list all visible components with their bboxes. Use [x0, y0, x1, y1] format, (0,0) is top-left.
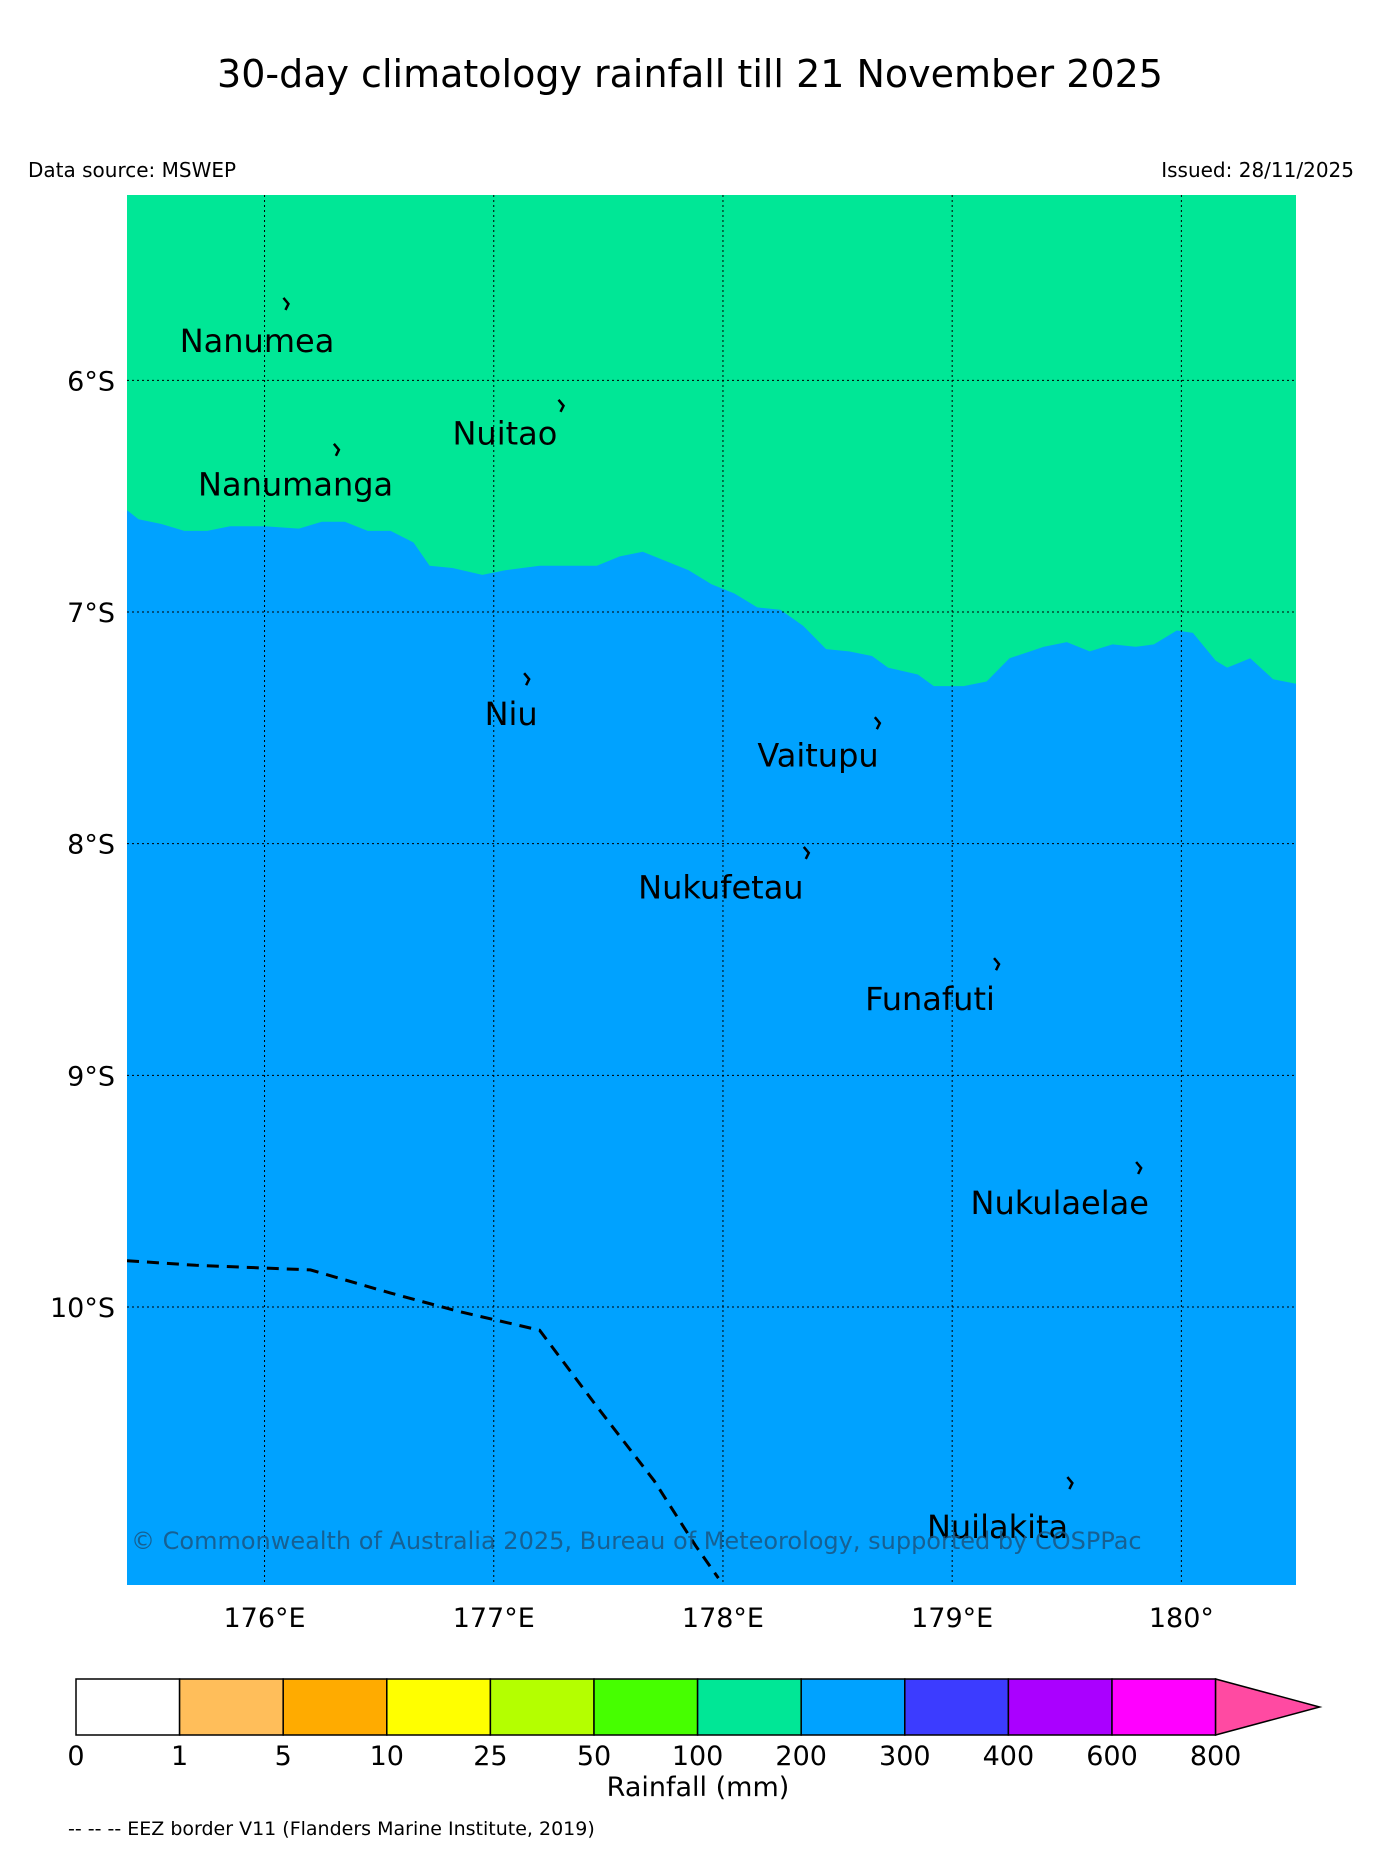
- colorbar-tick-label: 800: [1190, 1741, 1242, 1772]
- latitude-tick-label: 8°S: [67, 830, 115, 861]
- map-title: 30-day climatology rainfall till 21 Nove…: [217, 52, 1163, 96]
- colorbar-title: Rainfall (mm): [607, 1772, 790, 1803]
- colorbar-segment: [800, 1678, 906, 1736]
- colorbar-segment: [489, 1678, 595, 1736]
- colorbar-tick-labels: 0 1 5 10 25 50 100 200 300 400 600 800: [67, 1741, 1241, 1772]
- island-label: Nuilakita: [927, 1508, 1068, 1546]
- longitude-tick-label: 179°E: [911, 1603, 993, 1634]
- colorbar-segment: [386, 1678, 492, 1736]
- colorbar-tick-label: 300: [879, 1741, 931, 1772]
- island-shape: [523, 672, 531, 686]
- colorbar-segment: [696, 1678, 802, 1736]
- island-label: Nanumanga: [198, 466, 393, 504]
- longitude-tick-label: 177°E: [453, 1603, 535, 1634]
- island-label: Nuitao: [452, 415, 557, 453]
- island-shape: [1135, 1161, 1143, 1175]
- colorbar-tick-label: 25: [473, 1741, 507, 1772]
- issued-date-label: Issued: 28/11/2025: [1161, 158, 1354, 182]
- colorbar-tick-label: 0: [67, 1741, 84, 1772]
- latitude-tick-label: 9°S: [67, 1061, 115, 1092]
- island-label: Funafuti: [865, 980, 995, 1018]
- graticule: [127, 195, 1296, 1585]
- colorbar-tick-label: 10: [370, 1741, 404, 1772]
- colorbar-segment: [904, 1678, 1010, 1736]
- eez-border-line: [127, 1259, 720, 1579]
- colorbar-segment: [178, 1678, 284, 1736]
- island-label: Vaitupu: [757, 737, 878, 775]
- island-shape: [1066, 1476, 1074, 1490]
- longitude-tick-labels: 176°E 177°E 178°E 179°E 180°: [223, 1603, 1213, 1634]
- colorbar-segment: [282, 1678, 388, 1736]
- eez-footnote: -- -- -- EEZ border V11 (Flanders Marine…: [68, 1818, 595, 1840]
- rainfall-colorbar: [75, 1678, 1323, 1736]
- colorbar-tick-label: 50: [577, 1741, 611, 1772]
- island-shapes: [282, 297, 1143, 1490]
- island-label: Nukufetau: [638, 869, 803, 907]
- island-shape: [557, 399, 565, 413]
- colorbar-tick-label: 200: [775, 1741, 827, 1772]
- colorbar-tick-label: 600: [1086, 1741, 1138, 1772]
- longitude-tick-label: 178°E: [682, 1603, 764, 1634]
- colorbar-tick-label: 5: [275, 1741, 292, 1772]
- island-shape: [993, 957, 1001, 971]
- colorbar-tick-label: 1: [171, 1741, 188, 1772]
- colorbar-tick-label: 400: [983, 1741, 1035, 1772]
- island-label: Nanumea: [180, 322, 335, 360]
- colorbar-segment: [1007, 1678, 1113, 1736]
- colorbar-segment: [75, 1678, 181, 1736]
- colorbar-extend-arrow: [1214, 1678, 1323, 1736]
- island-label: Nukulaelae: [971, 1184, 1149, 1222]
- island-shape: [802, 846, 811, 860]
- colorbar-segment: [1111, 1678, 1217, 1736]
- island-label: Niu: [485, 695, 538, 733]
- island-shape: [332, 443, 341, 457]
- latitude-tick-label: 10°S: [50, 1293, 115, 1324]
- latitude-tick-label: 6°S: [67, 366, 115, 397]
- latitude-tick-labels: 6°S 7°S 8°S 9°S 10°S: [50, 366, 115, 1324]
- island-shape: [873, 716, 882, 730]
- data-source-label: Data source: MSWEP: [28, 158, 237, 182]
- colorbar-tick-label: 100: [672, 1741, 724, 1772]
- island-labels: Nanumea Nuitao Nanumanga Niu Vaitupu Nukufeta…: [180, 322, 1149, 1546]
- colorbar-segment: [593, 1678, 699, 1736]
- copyright-notice: © Commonwealth of Australia 2025, Bureau…: [131, 1527, 1142, 1555]
- island-shape: [282, 297, 290, 311]
- longitude-tick-label: 176°E: [223, 1603, 305, 1634]
- longitude-tick-label: 180°: [1149, 1603, 1214, 1634]
- region-100-200: [127, 195, 1296, 687]
- latitude-tick-label: 7°S: [67, 598, 115, 629]
